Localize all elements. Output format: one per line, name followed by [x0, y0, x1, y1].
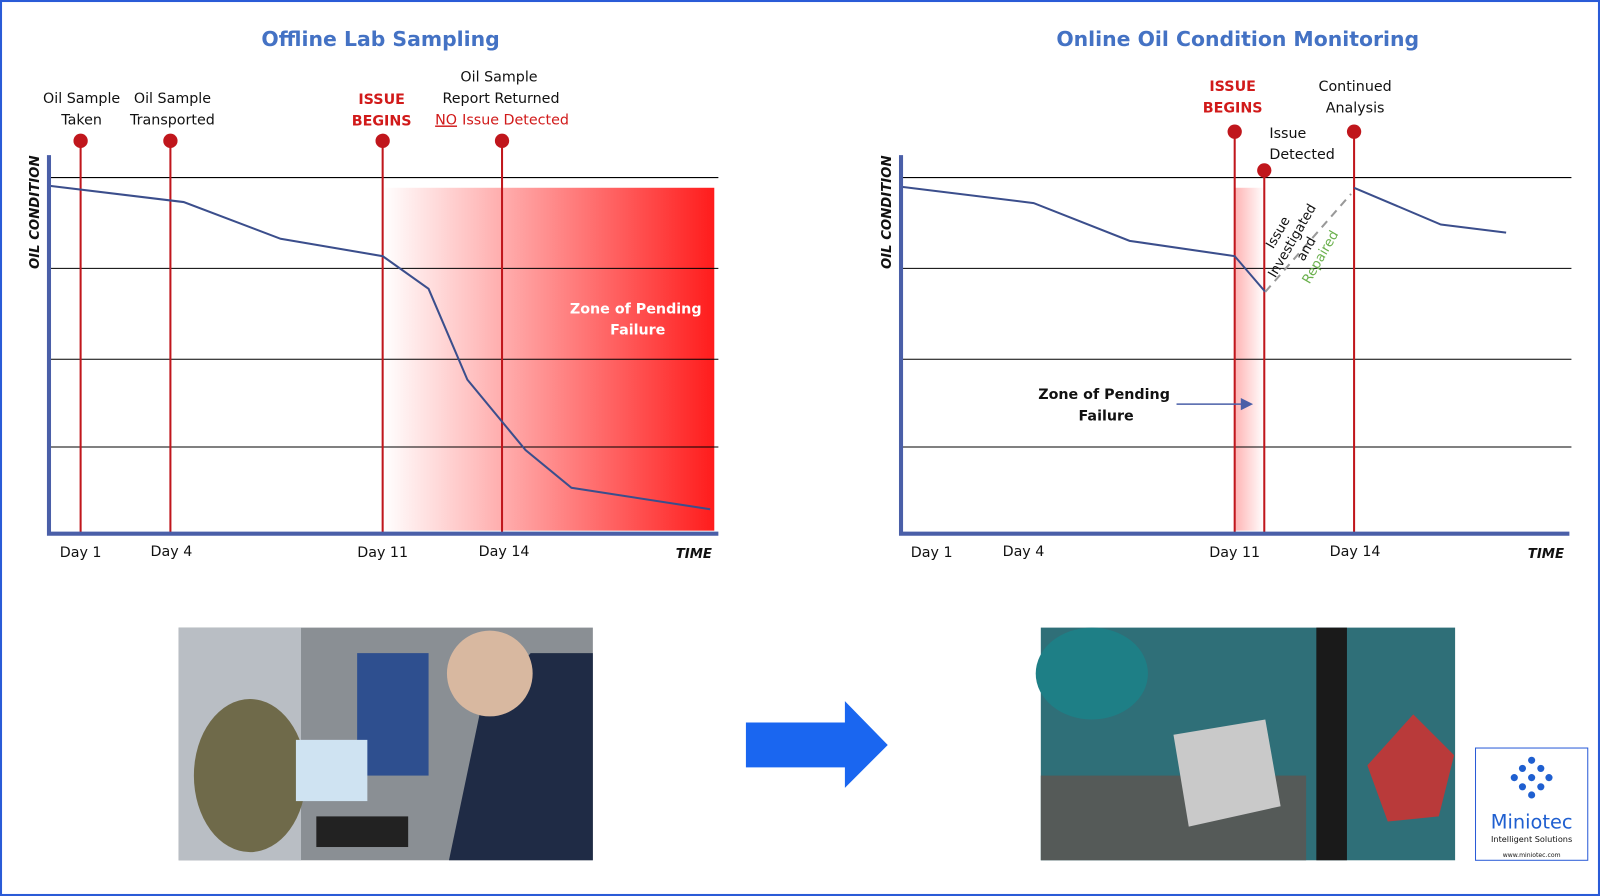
axes — [46, 155, 719, 536]
transition-arrow — [745, 701, 888, 788]
right-panel: Online Oil Condition Monitoring OIL COND… — [880, 27, 1572, 562]
day-label: Day 11 — [357, 545, 408, 561]
report-flag: NO Issue Detected — [435, 113, 569, 129]
left-panel: Offline Lab Sampling OIL CONDITION TIME … — [28, 27, 719, 562]
event-dot — [1257, 163, 1272, 178]
lab-photo — [178, 627, 593, 861]
x-axis-label: TIME — [1528, 547, 1564, 562]
event-label: ISSUE — [1209, 79, 1256, 95]
logo: Miniotec Intelligent Solutions www.minio… — [1475, 747, 1589, 861]
event-label: BEGINS — [1203, 100, 1263, 116]
event-label: Oil Sample — [460, 70, 537, 86]
event-label: Oil Sample — [134, 91, 211, 107]
logo-box — [1475, 747, 1589, 861]
event-dot — [73, 133, 88, 148]
report-flag-no: NO — [435, 113, 457, 129]
logo-tagline: Intelligent Solutions — [1491, 834, 1572, 844]
zone-label: Zone of Pending — [570, 301, 702, 317]
repair-note: Issue Investigated and Repaired — [1264, 202, 1343, 287]
event-label: Detected — [1269, 147, 1334, 163]
y-axis-label: OIL CONDITION — [880, 155, 895, 269]
day-label: Day 4 — [151, 544, 193, 560]
event-label: Transported — [129, 113, 215, 129]
day-label: Day 1 — [911, 545, 953, 561]
condition-curve — [48, 184, 711, 511]
zone-arrow-head — [1240, 397, 1254, 411]
photo-shape — [295, 739, 368, 802]
event-dot — [1227, 124, 1242, 139]
photo-shape — [446, 630, 533, 717]
day-label: Day 14 — [479, 544, 530, 560]
logo-url: www.miniotec.com — [1503, 852, 1561, 859]
event-dot — [494, 133, 510, 148]
day-label: Day 11 — [1209, 545, 1260, 561]
event-label: Taken — [60, 113, 102, 129]
logo-mark — [1510, 756, 1553, 799]
event-dot — [375, 133, 390, 148]
photo-shape — [193, 699, 307, 853]
event-label: Issue — [1269, 126, 1306, 142]
photo-shape — [1367, 714, 1455, 822]
condition-curve — [900, 185, 1267, 293]
zone-label: Failure — [1079, 408, 1134, 424]
day-label: Day 14 — [1330, 544, 1381, 560]
event-label: Continued — [1319, 79, 1392, 95]
event-dot — [163, 133, 178, 148]
event-dot — [1346, 124, 1362, 139]
photo-shape — [357, 653, 429, 776]
photo-shape — [448, 653, 593, 861]
zone-label: Zone of Pending — [1038, 387, 1170, 403]
event-label: Analysis — [1326, 100, 1385, 116]
event-label: BEGINS — [352, 114, 412, 130]
y-axis-label: OIL CONDITION — [28, 155, 43, 269]
event-label: Oil Sample — [43, 91, 120, 107]
photo-shape — [1035, 627, 1148, 720]
logo-name: Miniotec — [1491, 811, 1573, 834]
event-label: Report Returned — [443, 91, 560, 107]
day-label: Day 1 — [60, 545, 102, 561]
report-flag-rest: Issue Detected — [462, 113, 569, 129]
photo-shape — [316, 816, 409, 848]
sensor-photo — [1035, 627, 1456, 861]
x-axis-label: TIME — [676, 547, 712, 562]
repair-line — [1264, 193, 1352, 293]
axes — [898, 155, 1570, 536]
panel-title: Online Oil Condition Monitoring — [1056, 27, 1419, 51]
zone-label: Failure — [610, 323, 665, 339]
day-label: Day 4 — [1003, 544, 1045, 560]
panel-title: Offline Lab Sampling — [261, 27, 499, 51]
photo-shape — [1316, 627, 1347, 861]
condition-curve — [1353, 186, 1507, 234]
photo-shape — [1173, 719, 1281, 827]
event-label: ISSUE — [358, 92, 405, 108]
